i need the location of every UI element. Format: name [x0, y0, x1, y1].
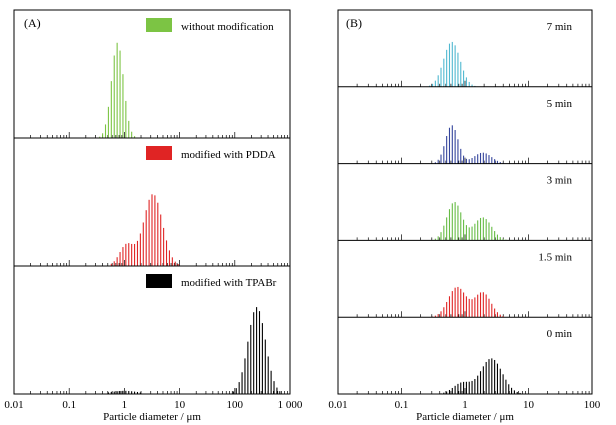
- series-label: 3 min: [547, 175, 573, 187]
- legend-label: without modification: [181, 21, 274, 33]
- x-tick-label: 0.1: [62, 399, 76, 411]
- legend-swatch: [146, 274, 172, 288]
- panel-a-letter: (A): [24, 16, 41, 30]
- x-tick-label: 10: [174, 399, 186, 411]
- series-label: 1.5 min: [538, 251, 572, 263]
- x-tick-label: 0.1: [395, 399, 409, 411]
- x-axis-label: Particle diameter / μm: [103, 411, 201, 423]
- panel-a: without modification modified with PDDA mo…: [4, 9, 303, 423]
- panel-b: 7 min 5 min 3 min 1.5 min 0 min 0.01 0.1 1 10 100…: [328, 9, 601, 423]
- x-tick-label: 0.01: [328, 399, 347, 411]
- x-tick-label: 1: [462, 399, 468, 411]
- series-label: 5 min: [547, 98, 573, 110]
- series-label: 0 min: [547, 328, 573, 340]
- x-tick-label: 1: [122, 399, 128, 411]
- x-axis-label: Particle diameter / μm: [416, 411, 514, 423]
- legend-label: modified with TPABr: [181, 277, 277, 289]
- x-tick-label: 10: [523, 399, 535, 411]
- legend-swatch: [146, 18, 172, 32]
- x-tick-label: 1 000: [278, 399, 303, 411]
- legend-label: modified with PDDA: [181, 149, 276, 161]
- x-tick-label: 0.01: [4, 399, 23, 411]
- x-tick-label: 100: [584, 399, 601, 411]
- series-label: 7 min: [547, 21, 573, 33]
- panel-b-letter: (B): [346, 16, 362, 30]
- legend-swatch: [146, 146, 172, 160]
- x-tick-label: 100: [227, 399, 244, 411]
- plot-frame: [13, 9, 291, 395]
